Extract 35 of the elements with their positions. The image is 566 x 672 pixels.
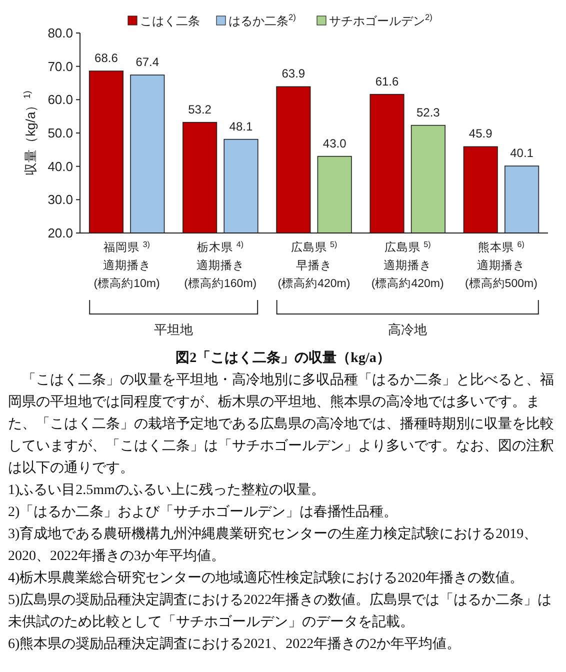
y-tick-label: 60.0 (48, 92, 73, 108)
text: 「こはく二条」の収量を平坦地・高冷地別に多収品種「はるか二条」と比べると、福岡県の平坦地では同程度ですが、栃木県の平坦地、熊本県の高冷地では多いです。また、「こはく二条」の栽培予定地である広島県の高冷地では、播種時期別に収量を比較していますが、「こはく二条」は「サチホゴールデン」より多いです。なお、図の注釈は以下の通りです。 (8, 371, 555, 478)
data-label: 68.6 (94, 51, 118, 65)
text: 高冷地 (388, 322, 428, 337)
y-tick-label: 30.0 (48, 192, 73, 208)
category-label: 栃木県 $^{4)}$ 適期播き (標高約160m) (184, 240, 257, 290)
text: 3)育成地である農研機構九州沖縄農業研究センターの生産力検定試験における2019、2020、2022年播きの3か年平均値。 (8, 525, 539, 566)
data-label: 61.6 (375, 74, 400, 88)
data-label: 67.4 (136, 55, 160, 69)
text: 5)広島県の奨励品種決定調査における2022年播きの数値。広島県では「はるか二条」は未供試のため比較として「サチホゴールデン」のデータを記載。 (8, 591, 553, 632)
category-label: 福岡県 $^{3)}$ 適期播き (標高約10m) (94, 240, 160, 290)
y-tick-label: 50.0 (48, 126, 73, 141)
data-label: 52.3 (416, 105, 440, 120)
legend-label: サチホゴールデン$^{2)}$ (329, 12, 433, 28)
text: 2)「はるか二条」および「サチホゴールデン」は春播性品種。 (8, 504, 399, 522)
data-label: 48.1 (229, 119, 253, 134)
y-tick-label: 80.0 (48, 26, 73, 41)
y-tick-label: 40.0 (48, 158, 73, 174)
legend-label: こはく二条 (140, 14, 200, 28)
data-label: 40.1 (510, 146, 534, 160)
data-label: 43.0 (322, 136, 347, 150)
text: 図2「こはく二条」の収量（kg/a） (174, 349, 392, 368)
y-tick-label: 20.0 (48, 226, 73, 241)
text: 平坦地 (154, 322, 194, 337)
category-label: 広島県 $^{5)}$ 早播き (標高約420m) (278, 240, 350, 290)
text: 1)ふるい目2.5mmのふるい上に残った整粒の収量。 (8, 482, 326, 500)
legend-label: はるか二条$^{2)}$ (228, 12, 296, 28)
category-label: 熊本県 $^{6)}$ 適期播き (標高約500m) (464, 240, 538, 290)
data-label: 45.9 (468, 126, 493, 141)
data-label: 63.9 (282, 66, 306, 81)
text: 4)栃木県農業総合研究センターの地域適応性検定試験における2020年播きの数値。 (8, 569, 525, 588)
category-label: 広島県 $^{5)}$ 適期播き (標高約420m) (371, 240, 444, 290)
y-tick-label: 70.0 (48, 58, 73, 74)
data-label: 53.2 (188, 102, 212, 116)
text: 6)熊本県の奨励品種決定調査における2021、2022年播きの2か年平均値。 (8, 635, 462, 654)
